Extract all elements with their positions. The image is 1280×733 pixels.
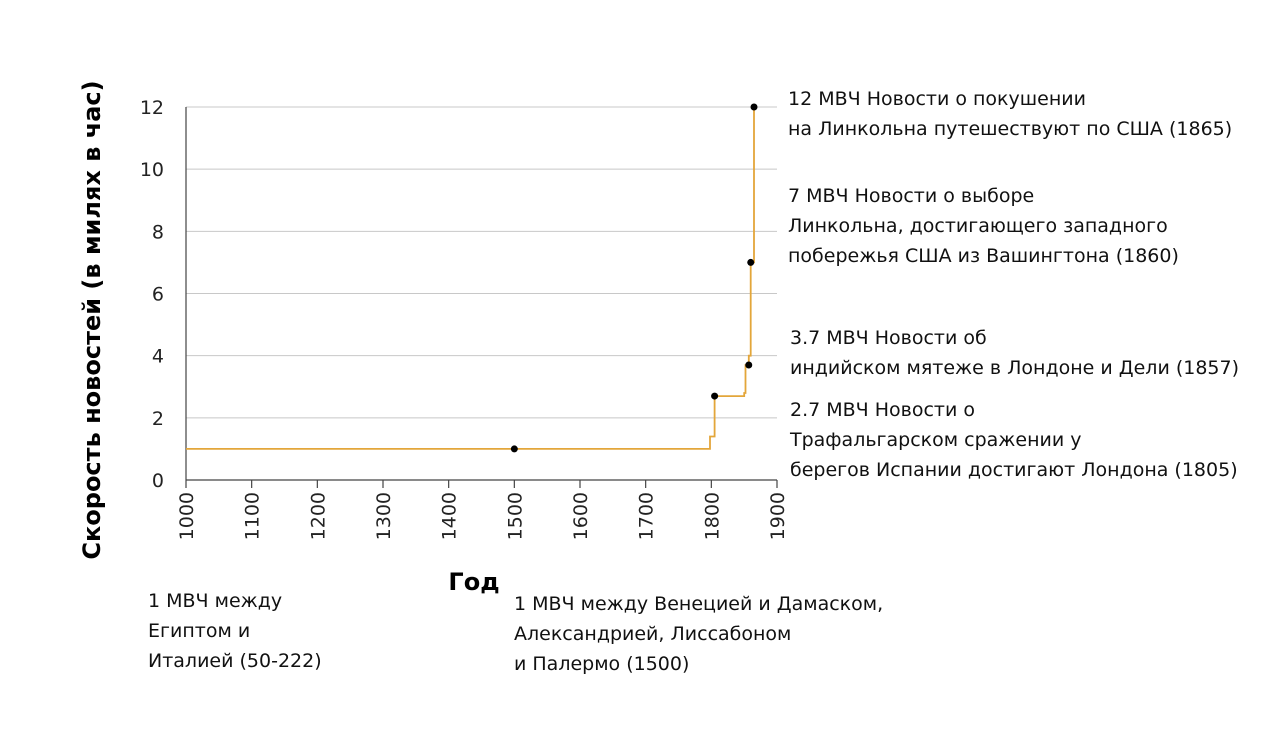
annotation-1500: 1 МВЧ между Венецией и Дамаском, Алексан… (514, 589, 883, 679)
y-tick-label: 4 (152, 346, 164, 368)
annotation-line: 2.7 МВЧ Новости о (790, 399, 976, 421)
annotation-line: Италией (50-222) (148, 650, 322, 672)
x-tick-label: 1100 (242, 492, 264, 540)
annotation-line: Египтом и (148, 620, 251, 642)
annotation-line: 7 МВЧ Новости о выборе (788, 185, 1035, 207)
annotation-line: Трафальгарском сражении у (790, 429, 1082, 451)
data-point (510, 445, 518, 453)
x-tick-label: 1200 (307, 492, 329, 540)
series-group (186, 107, 755, 450)
x-tick-label: 1700 (636, 492, 658, 540)
axes (185, 107, 778, 488)
annotation-line: берегов Испании достигают Лондона (1805) (790, 459, 1238, 481)
annotation-1857: 3.7 МВЧ Новости об индийском мятеже в Ло… (790, 323, 1239, 383)
x-tick-label: 1900 (767, 492, 789, 540)
x-tick-labels: 1000 1100 1200 1300 1400 1500 1600 1700 1800 1900 (176, 492, 789, 540)
x-tick-label: 1400 (439, 492, 461, 540)
y-tick-label: 2 (152, 408, 164, 430)
x-axis-title: Год (448, 568, 499, 596)
annotation-line: 12 МВЧ Новости о покушении (788, 88, 1086, 110)
data-point (750, 103, 758, 111)
annotation-line: Александрией, Лиссабоном (514, 623, 792, 645)
annotation-line: и Палермо (1500) (514, 653, 690, 675)
annotation-line: на Линкольна путешествуют по США (1865) (788, 118, 1233, 140)
data-point (711, 392, 719, 400)
annotation-1805: 2.7 МВЧ Новости о Трафальгарском сражени… (790, 395, 1238, 485)
y-tick-label: 0 (152, 470, 164, 492)
x-tick-label: 1500 (504, 492, 526, 540)
y-tick-labels: 0 2 4 6 8 10 12 (140, 97, 164, 492)
annotation-line: побережья США из Вашингтона (1860) (788, 245, 1179, 267)
y-tick-label: 6 (152, 284, 164, 306)
annotation-line: Линкольна, достигающего западного (788, 215, 1168, 237)
x-tick-label: 1300 (373, 492, 395, 540)
annotation-line: индийском мятеже в Лондоне и Дели (1857) (790, 357, 1240, 379)
points-group (510, 103, 758, 453)
y-tick-label: 10 (140, 159, 164, 181)
x-tick-label: 1800 (701, 492, 723, 540)
grid-lines (186, 106, 777, 419)
y-tick-label: 12 (140, 97, 164, 119)
series-line (186, 107, 755, 450)
annotation-1860: 7 МВЧ Новости о выборе Линкольна, достиг… (788, 181, 1179, 271)
annotation-line: 3.7 МВЧ Новости об (790, 327, 987, 349)
data-point (747, 258, 755, 266)
annotation-1865: 12 МВЧ Новости о покушении на Линкольна … (788, 84, 1232, 144)
y-axis-title: Скорость новостей (в милях в час) (78, 80, 106, 559)
annotation-50-222: 1 МВЧ между Египтом и Италией (50-222) (148, 586, 322, 676)
annotation-line: 1 МВЧ между Венецией и Дамаском, (514, 593, 884, 615)
x-tick-label: 1000 (176, 492, 198, 540)
annotation-line: 1 МВЧ между (148, 590, 283, 612)
y-tick-label: 8 (152, 221, 164, 243)
data-point (745, 361, 753, 369)
x-tick-label: 1600 (570, 492, 592, 540)
